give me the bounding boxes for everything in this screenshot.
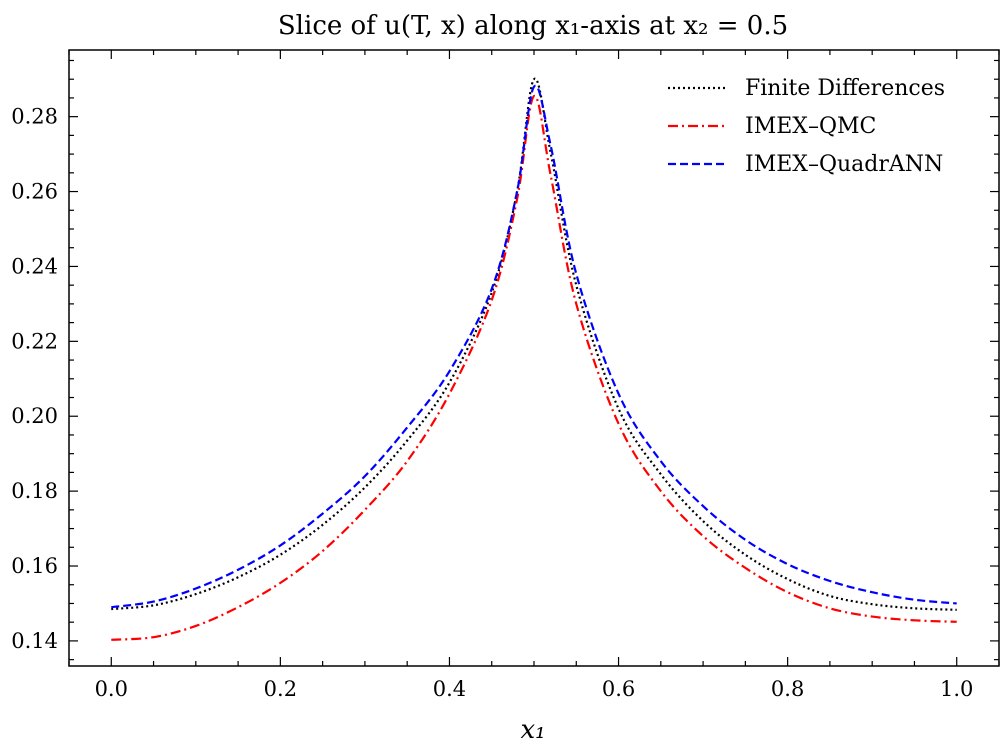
series-layer xyxy=(111,77,957,641)
plot-frame xyxy=(68,49,1000,667)
legend-label: Finite Differences xyxy=(745,76,945,101)
y-tick-label: 0.24 xyxy=(11,254,58,278)
legend-label: IMEX–QuadrANN xyxy=(745,152,943,177)
x-tick-label: 1.0 xyxy=(940,677,973,701)
chart-title: Slice of u(T, x) along x₁-axis at x₂ = 0… xyxy=(278,11,788,41)
legend-label: IMEX–QMC xyxy=(745,114,876,139)
x-tick-label: 0.8 xyxy=(771,677,804,701)
series-line-imex-qmc xyxy=(111,94,957,641)
x-axis-label: x₁ xyxy=(520,715,545,745)
series-line-imex-quadrann xyxy=(111,84,957,609)
series-line-finite-differences xyxy=(111,77,957,611)
y-tick-label: 0.26 xyxy=(11,180,58,204)
x-tick-label: 0.2 xyxy=(264,677,297,701)
y-tick-label: 0.20 xyxy=(11,404,58,428)
x-tick-label: 0.6 xyxy=(602,677,635,701)
y-tick-label: 0.22 xyxy=(11,329,58,353)
y-tick-label: 0.16 xyxy=(11,554,58,578)
y-tick-label: 0.18 xyxy=(11,479,58,503)
y-tick-label: 0.28 xyxy=(11,105,58,129)
y-tick-label: 0.14 xyxy=(11,629,58,653)
legend: Finite Differences IMEX–QMC IMEX–QuadrANN xyxy=(668,76,945,177)
x-tick-label: 0.4 xyxy=(433,677,466,701)
tick-layer: 0.0 0.2 0.4 0.6 0.8 1.0 0.14 0.16 0.18 0.20 0.22 0.… xyxy=(11,50,1000,701)
x-tick-label: 0.0 xyxy=(95,677,128,701)
